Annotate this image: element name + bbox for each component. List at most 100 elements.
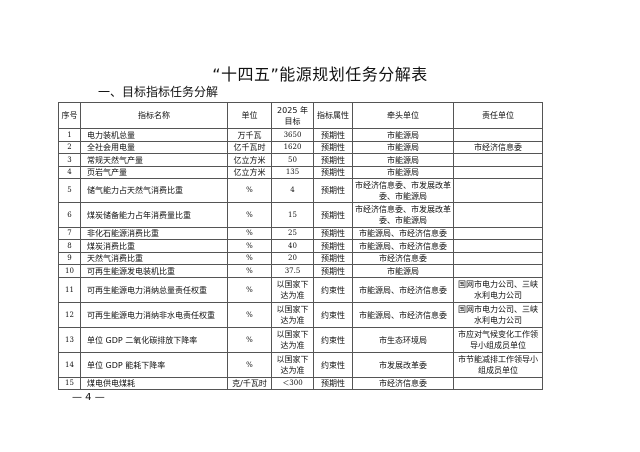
cell-indicator-name: 页岩气产量 bbox=[80, 166, 228, 179]
cell-indicator-attribute: 预期性 bbox=[313, 202, 353, 228]
cell-unit: 亿千瓦时 bbox=[227, 141, 272, 154]
cell-indicator-name: 全社会用电量 bbox=[80, 141, 228, 154]
cell-unit: % bbox=[227, 302, 272, 328]
cell-lead-unit: 市能源局 bbox=[352, 153, 454, 167]
cell-unit: % bbox=[227, 327, 272, 353]
cell-indicator-attribute: 预期性 bbox=[313, 252, 353, 265]
cell-target-2025: 135 bbox=[271, 166, 314, 179]
cell-indicator-attribute: 预期性 bbox=[313, 264, 353, 278]
cell-responsible-unit bbox=[453, 166, 543, 179]
header-lead: 牵头单位 bbox=[352, 102, 454, 129]
cell-unit: 亿立方米 bbox=[227, 153, 272, 167]
cell-row-number: 3 bbox=[58, 153, 81, 167]
section-heading: 一、目标指标任务分解 bbox=[98, 85, 219, 99]
header-no: 序号 bbox=[58, 102, 81, 129]
cell-indicator-attribute: 预期性 bbox=[313, 141, 353, 154]
cell-indicator-attribute: 约束性 bbox=[313, 277, 353, 303]
table-row: 5 储气能力占天然气消费比重% 4 预期性 市经济信息委、市发展改革委、市能源局 bbox=[58, 178, 543, 203]
cell-indicator-name: 电力装机总量 bbox=[80, 128, 228, 142]
cell-responsible-unit bbox=[453, 128, 543, 142]
cell-indicator-attribute: 预期性 bbox=[313, 178, 353, 203]
cell-row-number: 14 bbox=[58, 352, 81, 378]
table-row: 4 页岩气产量 亿立方米 135 预期性 市能源局 bbox=[58, 166, 543, 179]
cell-lead-unit: 市能源局 bbox=[352, 128, 454, 142]
cell-unit: % bbox=[227, 252, 272, 265]
cell-row-number: 11 bbox=[58, 277, 81, 303]
cell-target-2025: 4 bbox=[271, 178, 314, 203]
cell-lead-unit: 市能源局、市经济信息委 bbox=[352, 277, 454, 303]
cell-lead-unit: 市经济信息委、市发展改革委、市能源局 bbox=[352, 178, 454, 203]
cell-indicator-name: 非化石能源消费比重 bbox=[80, 227, 228, 240]
cell-responsible-unit bbox=[453, 252, 543, 265]
table-row: 15 煤电供电煤耗 克/千瓦时 ＜300 预期性 市经济信息委 bbox=[58, 377, 543, 390]
cell-row-number: 7 bbox=[58, 227, 81, 240]
cell-lead-unit: 市能源局、市经济信息委 bbox=[352, 227, 454, 240]
header-name: 指标名称 bbox=[80, 102, 228, 129]
cell-unit: 亿立方米 bbox=[227, 166, 272, 179]
cell-target-2025: 3650 bbox=[271, 128, 314, 142]
cell-unit: % bbox=[227, 277, 272, 303]
cell-lead-unit: 市经济信息委、市发展改革委、市能源局 bbox=[352, 202, 454, 228]
cell-row-number: 6 bbox=[58, 202, 81, 228]
header-target: 2025 年目标 bbox=[271, 102, 314, 129]
header-unit: 单位 bbox=[227, 102, 272, 129]
cell-lead-unit: 市能源局、市经济信息委 bbox=[352, 302, 454, 328]
cell-target-2025: 15 bbox=[271, 202, 314, 228]
cell-row-number: 13 bbox=[58, 327, 81, 353]
table-row: 6 煤炭储备能力占年消费量比重% 15 预期性 市经济信息委、市发展改革委、市能源局 bbox=[58, 202, 543, 228]
cell-lead-unit: 市经济信息委 bbox=[352, 252, 454, 265]
cell-indicator-name: 煤炭储备能力占年消费量比重 bbox=[80, 202, 228, 228]
cell-unit: % bbox=[227, 178, 272, 203]
cell-indicator-attribute: 预期性 bbox=[313, 239, 353, 253]
cell-row-number: 5 bbox=[58, 178, 81, 203]
cell-lead-unit: 市能源局 bbox=[352, 166, 454, 179]
document-title: “十四五”能源规划任务分解表 bbox=[212, 65, 428, 84]
table-row: 2 全社会用电量 亿千瓦时 1620 预期性 市能源局 市经济信息委 bbox=[58, 141, 543, 154]
cell-indicator-attribute: 预期性 bbox=[313, 377, 353, 390]
cell-row-number: 4 bbox=[58, 166, 81, 179]
cell-responsible-unit: 市节能减排工作领导小组成员单位 bbox=[453, 352, 543, 378]
cell-target-2025: ＜300 bbox=[271, 377, 314, 390]
cell-indicator-name: 可再生能源电力消纳非水电责任权重 bbox=[80, 302, 228, 328]
cell-unit: 克/千瓦时 bbox=[227, 377, 272, 390]
cell-target-2025: 50 bbox=[271, 153, 314, 167]
cell-target-2025: 以国家下达为准 bbox=[271, 352, 314, 378]
cell-indicator-attribute: 约束性 bbox=[313, 352, 353, 378]
cell-row-number: 8 bbox=[58, 239, 81, 253]
cell-indicator-name: 常规天然气产量 bbox=[80, 153, 228, 167]
cell-unit: % bbox=[227, 239, 272, 253]
cell-lead-unit: 市生态环境局 bbox=[352, 327, 454, 353]
cell-responsible-unit: 国网市电力公司、三峡水利电力公司 bbox=[453, 277, 543, 303]
cell-row-number: 2 bbox=[58, 141, 81, 154]
cell-target-2025: 以国家下达为准 bbox=[271, 327, 314, 353]
cell-lead-unit: 市经济信息委 bbox=[352, 377, 454, 390]
cell-indicator-attribute: 约束性 bbox=[313, 327, 353, 353]
cell-row-number: 9 bbox=[58, 252, 81, 265]
cell-target-2025: 25 bbox=[271, 227, 314, 240]
cell-indicator-name: 可再生能源电力消纳总量责任权重 bbox=[80, 277, 228, 303]
cell-target-2025: 40 bbox=[271, 239, 314, 253]
table-row: 3 常规天然气产量 亿立方米 50 预期性 市能源局 bbox=[58, 153, 543, 167]
cell-target-2025: 37.5 bbox=[271, 264, 314, 278]
header-resp: 责任单位 bbox=[453, 102, 543, 129]
cell-target-2025: 以国家下达为准 bbox=[271, 277, 314, 303]
cell-indicator-name: 天然气消费比重 bbox=[80, 252, 228, 265]
cell-responsible-unit bbox=[453, 264, 543, 278]
cell-lead-unit: 市能源局 bbox=[352, 141, 454, 154]
table-row: 7 非化石能源消费比重% 25 预期性 市能源局、市经济信息委 bbox=[58, 227, 543, 240]
cell-target-2025: 以国家下达为准 bbox=[271, 302, 314, 328]
cell-unit: % bbox=[227, 264, 272, 278]
cell-responsible-unit: 国网市电力公司、三峡水利电力公司 bbox=[453, 302, 543, 328]
cell-indicator-attribute: 预期性 bbox=[313, 153, 353, 167]
cell-indicator-name: 可再生能源发电装机比重 bbox=[80, 264, 228, 278]
cell-responsible-unit bbox=[453, 227, 543, 240]
cell-unit: % bbox=[227, 227, 272, 240]
cell-indicator-attribute: 约束性 bbox=[313, 302, 353, 328]
cell-responsible-unit bbox=[453, 202, 543, 228]
cell-indicator-name: 煤炭消费比重 bbox=[80, 239, 228, 253]
cell-unit: % bbox=[227, 352, 272, 378]
cell-lead-unit: 市能源局 bbox=[352, 264, 454, 278]
page-number: — 4 — bbox=[72, 392, 105, 403]
cell-target-2025: 20 bbox=[271, 252, 314, 265]
cell-row-number: 12 bbox=[58, 302, 81, 328]
